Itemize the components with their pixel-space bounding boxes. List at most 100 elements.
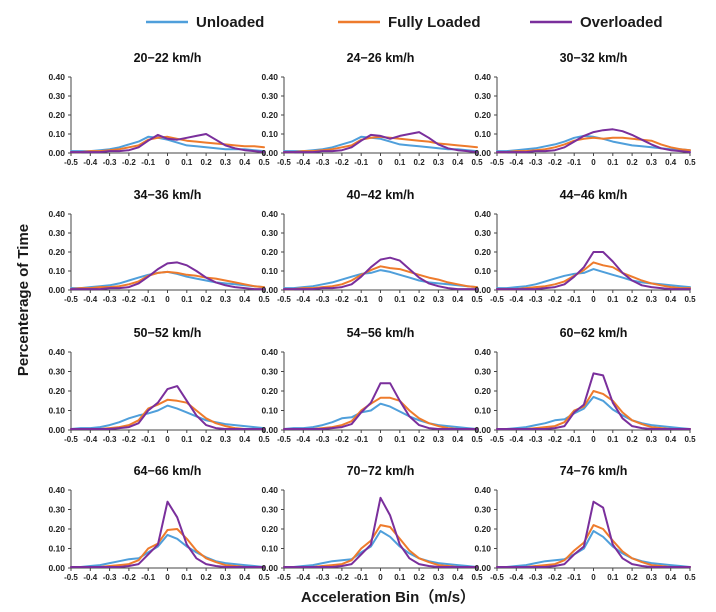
- panel-4: 34−36 km/h0.000.100.200.300.40-0.5 -0.4 -0…: [48, 188, 270, 304]
- x-tick-label: 0.5: [684, 435, 696, 444]
- series-line-unloaded: [496, 530, 691, 568]
- x-tick-label: 0.4: [665, 435, 677, 444]
- y-tick-label: 0.30: [48, 505, 65, 515]
- panel-title: 64−66 km/h: [134, 464, 202, 478]
- y-tick-label: 0.30: [261, 228, 278, 238]
- y-tick-label: 0.40: [261, 347, 278, 357]
- y-tick-label: 0.20: [261, 386, 278, 396]
- x-tick-label: 0.5: [471, 435, 483, 444]
- series-line-overloaded: [496, 128, 691, 154]
- x-tick-label: -0.3: [103, 158, 117, 167]
- y-tick-label: 0.30: [48, 228, 65, 238]
- x-tick-label: -0.4: [83, 158, 97, 167]
- y-tick-label: 0.30: [474, 91, 491, 101]
- x-tick-label: -0.3: [103, 435, 117, 444]
- x-tick-label: 0.1: [607, 158, 619, 167]
- panel-10: 64−66 km/h0.000.100.200.300.40-0.5 -0.4 -0…: [48, 464, 270, 582]
- x-tick-label: -0.2: [122, 158, 136, 167]
- panel-11: 70−72 km/h0.000.100.200.300.40-0.5 -0.4 -0…: [261, 464, 483, 582]
- y-tick-label: 0.30: [261, 505, 278, 515]
- y-tick-label: 0.40: [261, 72, 278, 82]
- y-tick-label: 0.20: [261, 247, 278, 257]
- x-tick-label: 0.1: [607, 573, 619, 582]
- panel-title: 44−46 km/h: [560, 188, 628, 202]
- x-tick-label: -0.2: [122, 573, 136, 582]
- x-tick-label: 0.3: [220, 435, 232, 444]
- x-tick-label: -0.5: [277, 435, 291, 444]
- x-tick-label: 0: [378, 573, 383, 582]
- x-tick-label: -0.5: [64, 573, 78, 582]
- x-tick-label: 0.5: [258, 295, 270, 304]
- x-tick-label: 0.4: [665, 158, 677, 167]
- x-tick-label: 0.1: [181, 295, 193, 304]
- x-tick-label: -0.2: [335, 295, 349, 304]
- x-tick-label: 0.4: [239, 295, 251, 304]
- y-tick-label: 0.20: [474, 386, 491, 396]
- x-tick-label: -0.3: [529, 573, 543, 582]
- series-line-overloaded: [496, 251, 691, 291]
- panel-title: 24−26 km/h: [347, 51, 415, 65]
- x-tick-label: 0.2: [201, 573, 213, 582]
- x-tick-label: -0.3: [103, 295, 117, 304]
- y-tick-label: 0.20: [474, 247, 491, 257]
- series-line-unloaded: [70, 533, 265, 568]
- x-tick-label: -0.4: [509, 435, 523, 444]
- x-tick-label: -0.2: [548, 158, 562, 167]
- x-tick-label: -0.1: [354, 295, 368, 304]
- x-tick-label: -0.1: [141, 573, 155, 582]
- panel-title: 40−42 km/h: [347, 188, 415, 202]
- y-tick-label: 0.10: [48, 129, 65, 139]
- y-tick-label: 0.10: [261, 406, 278, 416]
- x-tick-label: -0.5: [277, 158, 291, 167]
- x-tick-label: 0.4: [452, 158, 464, 167]
- x-tick-label: 0.4: [452, 295, 464, 304]
- x-tick-label: 0.3: [433, 435, 445, 444]
- x-tick-label: -0.1: [141, 435, 155, 444]
- x-tick-label: 0.1: [181, 435, 193, 444]
- y-tick-label: 0.20: [48, 524, 65, 534]
- series-line-overloaded: [70, 385, 265, 430]
- x-tick-label: -0.4: [296, 435, 310, 444]
- y-tick-label: 0.20: [474, 524, 491, 534]
- x-tick-label: 0.1: [181, 573, 193, 582]
- y-tick-label: 0.40: [474, 347, 491, 357]
- y-tick-label: 0.40: [48, 347, 65, 357]
- x-tick-label: -0.3: [316, 295, 330, 304]
- panel-3: 30−32 km/h0.000.100.200.300.40-0.5 -0.4 -0…: [474, 51, 696, 167]
- x-tick-label: 0: [165, 158, 170, 167]
- x-tick-label: -0.3: [316, 158, 330, 167]
- x-tick-label: 0: [591, 295, 596, 304]
- x-tick-label: 0: [378, 435, 383, 444]
- legend-label: Overloaded: [580, 14, 663, 31]
- x-tick-label: 0.3: [433, 158, 445, 167]
- legend: Unloaded Fully Loaded Overloaded: [146, 14, 663, 31]
- x-tick-label: 0: [591, 435, 596, 444]
- x-tick-label: -0.5: [490, 435, 504, 444]
- panel-2: 24−26 km/h0.000.100.200.300.40-0.5 -0.4 -0…: [261, 51, 483, 167]
- series-line-overloaded: [283, 382, 478, 430]
- x-tick-label: -0.1: [567, 435, 581, 444]
- y-tick-label: 0.10: [261, 129, 278, 139]
- x-tick-label: -0.5: [277, 573, 291, 582]
- legend-item-unloaded: Unloaded: [146, 14, 264, 31]
- x-tick-label: -0.1: [141, 295, 155, 304]
- x-tick-label: 0.3: [433, 295, 445, 304]
- x-tick-label: 0.5: [258, 573, 270, 582]
- series-line-overloaded: [496, 372, 691, 430]
- panel-5: 40−42 km/h0.000.100.200.300.40-0.5 -0.4 -0…: [261, 188, 483, 304]
- series-line-unloaded: [496, 395, 691, 430]
- x-tick-label: 0.2: [201, 158, 213, 167]
- panel-title: 20−22 km/h: [134, 51, 202, 65]
- x-tick-label: -0.2: [122, 295, 136, 304]
- x-tick-label: -0.5: [490, 295, 504, 304]
- x-tick-label: -0.5: [277, 295, 291, 304]
- x-tick-label: -0.1: [141, 158, 155, 167]
- x-tick-label: 0.2: [414, 573, 426, 582]
- x-tick-label: -0.5: [64, 158, 78, 167]
- x-tick-label: 0.5: [471, 158, 483, 167]
- x-tick-label: 0.5: [471, 295, 483, 304]
- y-tick-label: 0.20: [48, 386, 65, 396]
- x-tick-label: 0: [165, 435, 170, 444]
- x-tick-label: -0.3: [103, 573, 117, 582]
- x-tick-label: 0.1: [394, 158, 406, 167]
